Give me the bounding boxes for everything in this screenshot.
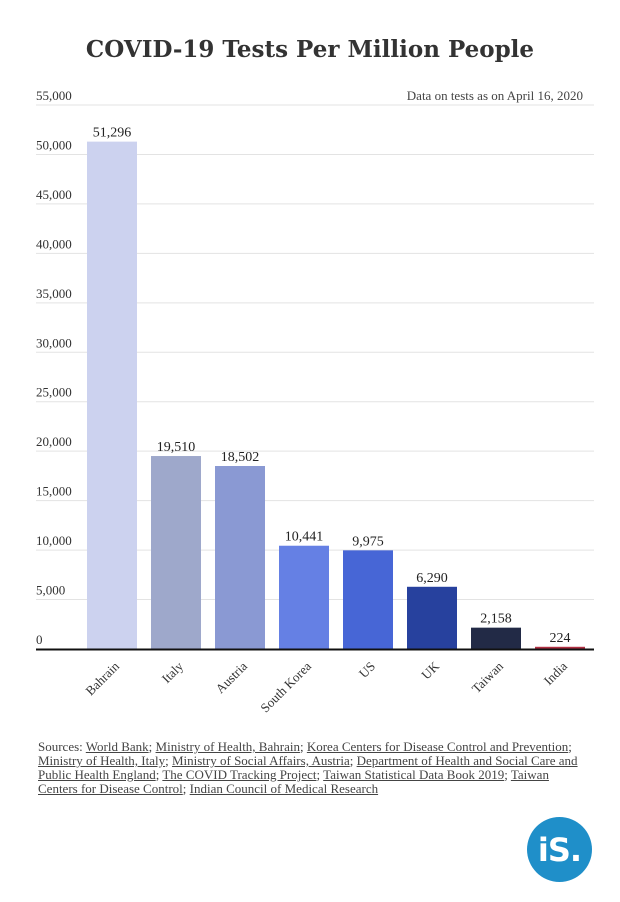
bar [87,141,137,649]
bar-value-label: 2,158 [480,612,512,627]
category-label: Bahrain [82,658,122,698]
category-label: South Korea [257,658,314,715]
source-link[interactable]: Korea Centers for Disease Control and Pr… [306,739,569,754]
bar-value-label: 6,290 [416,571,448,586]
chart-title: COVID-19 Tests Per Million People [85,36,535,63]
y-tick-label: 10,000 [36,533,72,548]
category-label: Italy [159,658,187,686]
bar-chart: 0 5,000 10,000 15,000 20,000 25,000 30,000 35,0… [36,88,594,715]
y-tick-label: 0 [36,632,43,647]
category-label: Austria [212,658,250,696]
source-link[interactable]: The COVID Tracking Project [162,767,317,782]
logo-text: iS. [537,830,582,869]
y-tick-label: 15,000 [36,484,72,499]
bar [407,586,457,649]
bar-value-label: 18,502 [221,450,260,465]
source-link[interactable]: Department of Health and Social Care and… [38,753,578,782]
bar-value-label: 9,975 [352,534,384,549]
category-label: UK [418,658,442,682]
bar-value-label: 19,510 [157,440,196,455]
y-tick-label: 55,000 [36,88,72,103]
source-link[interactable]: Indian Council of Medical Research [189,781,379,796]
y-tick-label: 5,000 [36,583,65,598]
y-tick-label: 50,000 [36,137,72,152]
source-link[interactable]: Taiwan Statistical Data Book 2019 [323,767,505,782]
y-tick-label: 45,000 [36,187,72,202]
source-link[interactable]: Taiwan Centers for Disease Control [38,767,549,796]
bar [151,456,201,649]
bar-value-label: 51,296 [93,126,132,141]
y-tick-label: 25,000 [36,385,72,400]
bar [471,627,521,649]
category-label: India [541,658,571,688]
source-link[interactable]: World Bank [85,739,149,754]
bar [535,646,585,649]
y-tick-label: 20,000 [36,434,72,449]
source-link[interactable]: Ministry of Health, Bahrain [155,739,300,754]
sources-prefix: Sources: [38,739,83,754]
source-link[interactable]: Ministry of Social Affairs, Austria [171,753,350,768]
category-label: US [356,659,378,681]
bar-value-label: 224 [550,631,571,646]
bar [279,545,329,649]
bar [343,550,393,649]
category-label: Taiwan [469,658,507,696]
y-tick-label: 35,000 [36,286,72,301]
data-date-note: Data on tests as on April 16, 2020 [406,88,583,103]
bar-value-label: 10,441 [285,530,324,545]
y-tick-label: 40,000 [36,236,72,251]
sources: Sources: World Bank; Ministry of Health,… [38,739,578,796]
bar [215,465,265,649]
brand-logo[interactable]: iS. [527,817,592,882]
y-tick-label: 30,000 [36,335,72,350]
source-link[interactable]: Ministry of Health, Italy [38,753,166,768]
